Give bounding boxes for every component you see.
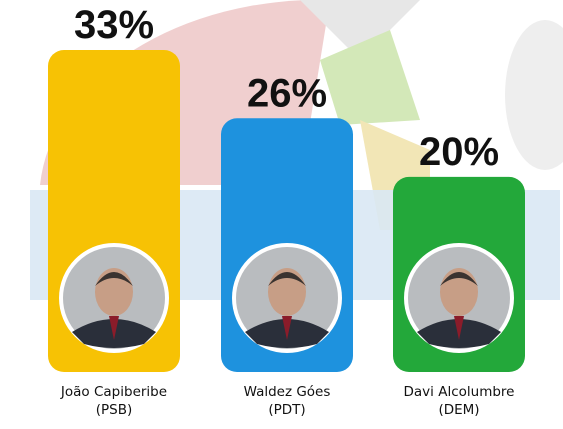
candidate-name-3: Davi Alcolumbre	[404, 384, 515, 400]
candidate-name-2: Waldez Góes	[244, 384, 331, 400]
value-label-2: 26%	[247, 71, 327, 115]
value-label-1: 33%	[74, 3, 154, 47]
candidate-photo-2	[232, 243, 342, 353]
candidate-photo-1	[59, 243, 169, 353]
value-label-3: 20%	[419, 130, 499, 174]
candidate-party-3: (DEM)	[438, 402, 479, 418]
candidate-party-1: (PSB)	[96, 402, 133, 418]
candidate-photo-3	[404, 243, 514, 353]
candidate-name-1: João Capiberibe	[60, 384, 167, 400]
candidate-party-2: (PDT)	[268, 402, 305, 418]
